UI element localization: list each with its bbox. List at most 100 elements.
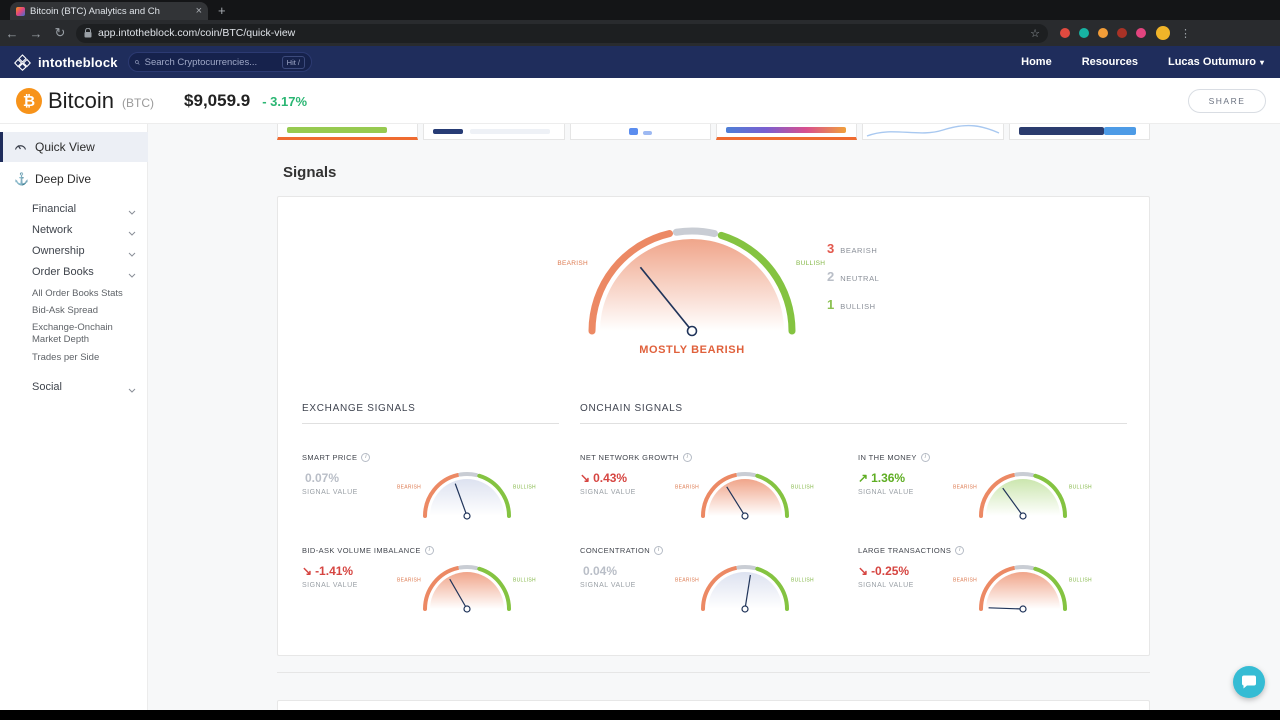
neutral-count: 2 [827, 269, 835, 284]
signal-value: 0.04% [583, 564, 618, 578]
extension-icons [1060, 28, 1146, 38]
bullish-label: BULLISH [840, 302, 876, 311]
large-transactions-gauge: BEARISH BULLISH [953, 550, 1093, 620]
search-input[interactable] [144, 56, 277, 68]
sidebar-item-exchange-onchain-market-depth[interactable]: Exchange-Onchain Market Depth [32, 322, 113, 345]
next-section-card [277, 700, 1150, 710]
search-icon [135, 59, 140, 65]
sidebar-group-social[interactable]: Social [0, 376, 148, 397]
brand-name: intotheblock [38, 54, 118, 70]
signal-value: -1.41% [315, 564, 354, 578]
signal-value: -0.25% [871, 564, 910, 578]
sidebar-group-network[interactable]: Network [0, 219, 148, 240]
user-menu[interactable]: Lucas Outumuro ▾ [1168, 56, 1264, 68]
info-icon[interactable]: i [654, 546, 664, 555]
sidebar-item-deep-dive[interactable]: ⚓ Deep Dive [0, 164, 148, 194]
extension-icon[interactable] [1136, 28, 1146, 38]
sidebar-item-bid-ask-spread[interactable]: Bid-Ask Spread [32, 305, 99, 316]
info-icon[interactable]: i [682, 453, 692, 462]
address-bar[interactable]: app.intotheblock.com/coin/BTC/quick-view… [76, 23, 1048, 43]
metric-card[interactable] [1008, 124, 1150, 140]
signal-value-label: SIGNAL VALUE [580, 582, 636, 589]
svg-text:BEARISH: BEARISH [675, 484, 699, 490]
net-network-growth-gauge: BEARISH BULLISH [675, 457, 815, 527]
sidebar-group-financial[interactable]: Financial [0, 198, 148, 219]
signals-section-title: Signals [283, 164, 337, 181]
svg-text:BULLISH: BULLISH [1069, 484, 1092, 490]
profile-avatar[interactable] [1156, 26, 1170, 40]
concentration-gauge: BEARISH BULLISH [675, 550, 815, 620]
user-name: Lucas Outumuro [1167, 56, 1256, 68]
url-text: app.intotheblock.com/coin/BTC/quick-view [98, 27, 296, 39]
browser-menu-icon[interactable]: ⋮ [1180, 27, 1191, 40]
svg-text:BEARISH: BEARISH [953, 484, 977, 490]
metric-name: IN THE MONEY [858, 453, 917, 462]
metric-name: NET NETWORK GROWTH [580, 453, 679, 462]
chevron-down-icon [128, 269, 136, 281]
sidebar-group-order-books[interactable]: Order Books [0, 261, 148, 282]
extension-icon[interactable] [1117, 28, 1127, 38]
metric-cards-row [277, 124, 1150, 140]
signal-value: 0.07% [305, 471, 340, 485]
svg-text:BULLISH: BULLISH [796, 260, 825, 267]
group-label: Order Books [32, 265, 94, 278]
crypto-search[interactable]: Hit / [128, 52, 312, 72]
browser-tab-bar: Bitcoin (BTC) Analytics and Ch × + [0, 0, 1280, 20]
metric-card[interactable] [862, 124, 1004, 140]
signal-value-label: SIGNAL VALUE [302, 582, 358, 589]
metric-card[interactable] [423, 124, 565, 140]
chevron-down-icon [128, 248, 136, 260]
chevron-down-icon: ▾ [1259, 58, 1264, 67]
svg-text:BULLISH: BULLISH [513, 484, 536, 490]
neutral-label: NEUTRAL [840, 274, 880, 283]
metric-card[interactable] [569, 124, 711, 140]
legend-row-neutral: 2 NEUTRAL [827, 269, 879, 284]
new-tab-button[interactable]: + [218, 3, 226, 18]
extension-icon[interactable] [1098, 28, 1108, 38]
svg-text:BEARISH: BEARISH [397, 484, 421, 490]
sidebar-item-all-order-books-stats[interactable]: All Order Books Stats [32, 288, 123, 299]
smart-price-gauge: BEARISH BULLISH [397, 457, 537, 527]
browser-tab[interactable]: Bitcoin (BTC) Analytics and Ch × [10, 2, 208, 20]
info-icon[interactable]: i [955, 546, 965, 555]
sidebar-item-label: Quick View [35, 140, 95, 154]
share-button[interactable]: SHARE [1188, 89, 1266, 113]
svg-text:BEARISH: BEARISH [675, 577, 699, 583]
sidebar-item-label: Deep Dive [35, 172, 92, 186]
nav-home[interactable]: Home [1021, 56, 1052, 68]
info-icon[interactable]: i [361, 453, 371, 462]
sidebar-item-quick-view[interactable]: Quick View [0, 132, 148, 162]
group-label: Network [32, 223, 73, 236]
signal-large-transactions: LARGE TRANSACTIONS i ↘ -0.25% SIGNAL VALUE… [858, 538, 1115, 628]
section-divider [277, 672, 1150, 673]
chat-widget-button[interactable] [1233, 666, 1265, 698]
sidebar-group-ownership[interactable]: Ownership [0, 240, 148, 261]
signal-value-label: SIGNAL VALUE [858, 582, 914, 589]
search-hotkey-hint: Hit / [281, 55, 305, 69]
forward-icon[interactable]: → [29, 25, 43, 41]
info-icon[interactable]: i [424, 546, 434, 555]
lock-icon [84, 28, 92, 38]
reload-icon[interactable]: ↻ [54, 25, 66, 40]
signal-counts-legend: 3 BEARISH 2 NEUTRAL 1 BULLISH [827, 241, 879, 325]
tab-close-icon[interactable]: × [195, 5, 202, 17]
extension-icon[interactable] [1079, 28, 1089, 38]
metric-card[interactable] [715, 124, 858, 140]
coin-symbol: (BTC) [122, 96, 155, 110]
info-icon[interactable]: i [920, 453, 930, 462]
bookmark-star-icon[interactable]: ☆ [1030, 27, 1040, 40]
metric-name: SMART PRICE [302, 453, 358, 462]
brand-logo[interactable]: intotheblock [14, 46, 118, 78]
back-icon[interactable]: ← [5, 25, 19, 41]
sidebar-item-trades-per-side[interactable]: Trades per Side [32, 352, 100, 363]
legend-row-bullish: 1 BULLISH [827, 297, 879, 312]
nav-resources[interactable]: Resources [1081, 56, 1138, 68]
svg-text:BULLISH: BULLISH [791, 484, 814, 490]
gauge-icon [14, 140, 27, 154]
svg-text:BEARISH: BEARISH [953, 577, 977, 583]
legend-row-bearish: 3 BEARISH [827, 241, 879, 256]
metric-card[interactable] [277, 124, 419, 140]
extension-icon[interactable] [1060, 28, 1070, 38]
trend-arrow-icon: ↘ [302, 564, 313, 578]
